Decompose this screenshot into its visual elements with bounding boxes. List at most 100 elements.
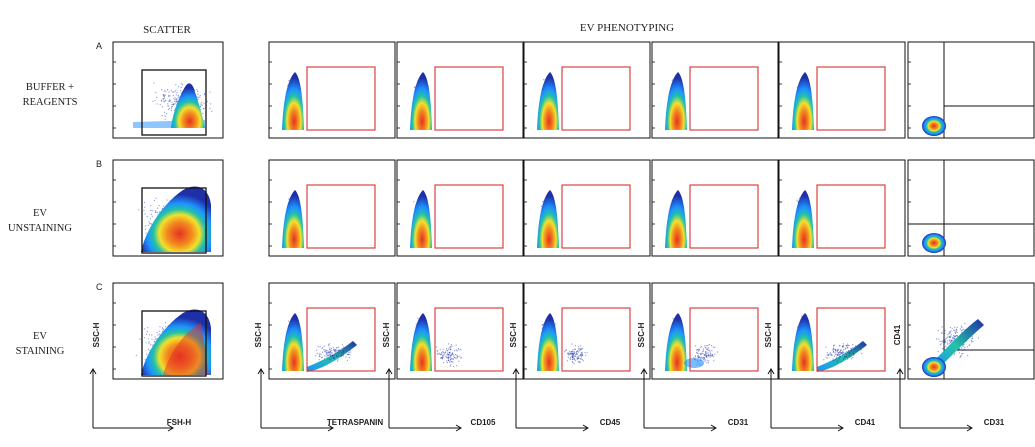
event-dot: [844, 355, 846, 358]
event-dot: [701, 357, 704, 359]
event-dot: [341, 348, 343, 350]
negative-population: [410, 313, 432, 371]
event-dot: [331, 352, 333, 354]
panel-b-cd105: [396, 159, 524, 257]
event-dot: [200, 103, 202, 105]
event-dot: [316, 353, 318, 355]
event-dot: [458, 355, 460, 357]
event-dot: [158, 330, 160, 332]
event-dot: [949, 326, 952, 329]
event-dot: [845, 344, 847, 346]
event-dot: [843, 349, 845, 351]
event-dot: [288, 198, 290, 200]
event-dot: [209, 91, 211, 93]
event-dot: [168, 91, 170, 93]
event-dot: [450, 359, 452, 361]
positive-gate: [561, 307, 631, 372]
event-dot: [697, 350, 700, 352]
event-dot: [841, 351, 843, 353]
event-dot: [460, 349, 462, 351]
event-dot: [328, 355, 330, 357]
event-dot: [852, 347, 854, 349]
event-dot: [832, 351, 834, 353]
event-dot: [570, 356, 572, 358]
panel-frame: [268, 41, 396, 139]
event-dot: [582, 360, 584, 362]
event-dot: [572, 349, 574, 351]
y-axis-label: SSC-H: [382, 322, 391, 347]
event-dot: [146, 216, 148, 218]
scatter-gate: [141, 187, 207, 254]
event-dot: [956, 331, 958, 333]
event-dot: [180, 90, 182, 92]
event-dot: [150, 209, 152, 212]
event-dot: [199, 96, 201, 98]
event-dot: [586, 352, 588, 354]
event-dot: [836, 360, 838, 362]
event-dot: [954, 326, 956, 328]
event-dot: [173, 98, 175, 100]
event-dot: [159, 104, 161, 106]
event-dot: [846, 356, 848, 358]
event-dot: [543, 79, 545, 81]
event-dot: [575, 359, 577, 361]
event-dot: [564, 351, 566, 353]
event-dot: [454, 350, 456, 352]
event-dot: [707, 353, 709, 355]
event-dot: [696, 349, 698, 351]
event-dot: [706, 362, 708, 364]
event-dot: [138, 209, 140, 211]
event-dot: [578, 346, 580, 348]
event-dot: [146, 333, 148, 335]
event-dot: [454, 354, 457, 356]
event-dot: [319, 352, 321, 354]
panel-c-cd45: SSC-H CD45: [509, 282, 651, 432]
event-dot: [143, 201, 145, 204]
event-dot: [329, 352, 331, 354]
event-dot: [571, 358, 574, 360]
event-dot: [177, 94, 179, 97]
event-dot: [580, 345, 582, 347]
negative-population: [282, 313, 304, 371]
event-dot: [702, 358, 705, 360]
event-dot: [199, 94, 201, 96]
event-dot: [441, 357, 443, 359]
event-dot: [708, 355, 710, 357]
event-dot: [435, 346, 438, 348]
event-dot: [436, 350, 438, 352]
event-dot: [960, 325, 963, 327]
event-dot: [944, 332, 946, 334]
event-dot: [575, 354, 577, 356]
event-dot: [449, 365, 451, 367]
event-dot: [332, 357, 334, 359]
event-dot: [703, 356, 705, 358]
event-dot: [835, 353, 838, 355]
event-dot: [326, 352, 328, 354]
event-dot: [342, 354, 344, 356]
x-axis-arrow: [261, 424, 334, 432]
event-dot: [460, 356, 462, 359]
event-dot: [449, 355, 451, 357]
event-dot: [566, 360, 569, 362]
event-dot: [577, 357, 579, 360]
event-dot: [962, 353, 964, 355]
event-dot: [203, 102, 205, 104]
event-dot: [167, 108, 169, 111]
event-dot: [701, 356, 703, 358]
event-dot: [168, 107, 170, 110]
event-dot: [182, 84, 184, 86]
event-dot: [211, 110, 213, 112]
event-dot: [158, 211, 160, 213]
event-dot: [349, 354, 351, 356]
event-dot: [943, 346, 946, 349]
event-dot: [169, 100, 171, 102]
panel-frame: [523, 41, 651, 139]
event-dot: [958, 348, 960, 350]
event-dot: [440, 357, 442, 359]
event-dot: [840, 361, 842, 363]
event-dot: [697, 356, 699, 359]
panel-c-cd31: SSC-H CD31: [637, 282, 779, 432]
event-dot: [329, 357, 331, 359]
event-dot: [971, 341, 973, 343]
panel-frame: [778, 282, 906, 380]
